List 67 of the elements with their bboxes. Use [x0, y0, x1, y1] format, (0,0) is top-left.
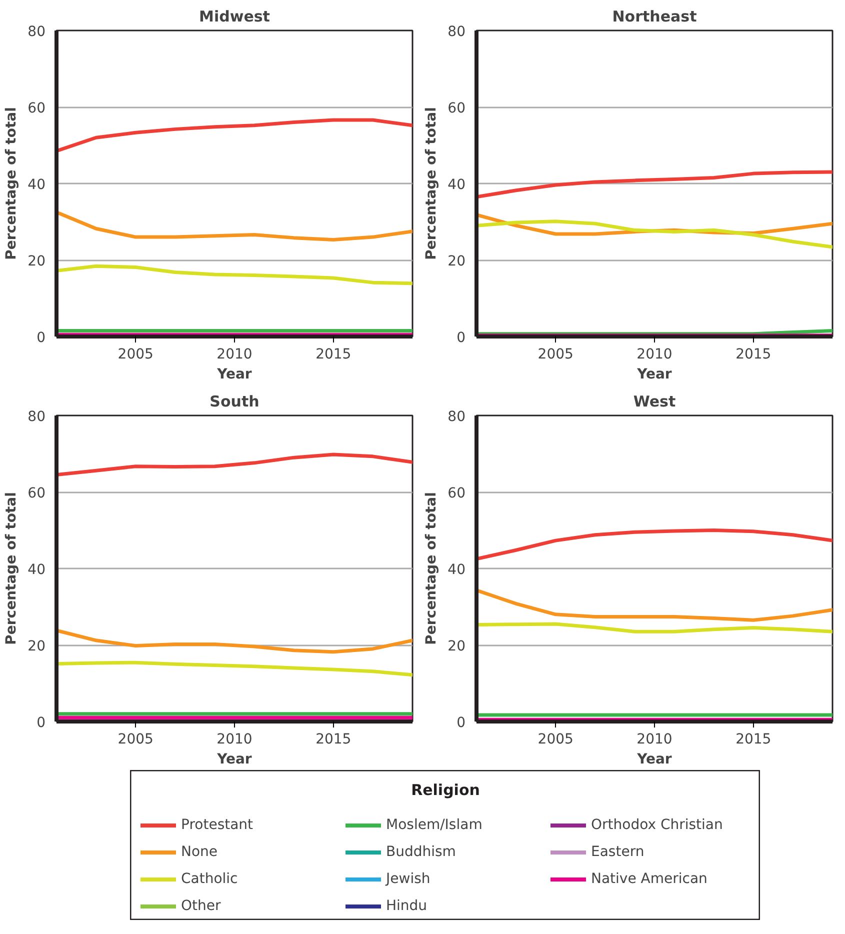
- y-tick-label: 60: [448, 486, 466, 502]
- line-series: [56, 210, 412, 242]
- y-tick-label: 80: [448, 24, 466, 40]
- y-tick-label: 40: [28, 177, 46, 193]
- line-series: [476, 220, 832, 249]
- x-tick-label: 2010: [216, 732, 252, 748]
- legend-label: Other: [181, 897, 221, 916]
- y-tick-label: 20: [448, 254, 466, 270]
- x-tick-label: 2010: [636, 346, 672, 362]
- legend-label: Protestant: [181, 816, 254, 835]
- y-axis-title: Percentage of total: [4, 492, 20, 645]
- legend-label: Orthodox Christian: [591, 816, 723, 835]
- y-axis-title: Percentage of total: [424, 492, 440, 645]
- x-axis-title: Year: [216, 752, 252, 768]
- x-axis-title: Year: [636, 752, 672, 768]
- y-tick-label: 80: [448, 409, 466, 425]
- legend-label: Native American: [591, 870, 708, 889]
- legend-label: Moslem/Islam: [386, 816, 482, 835]
- line-series: [56, 628, 412, 654]
- y-tick-label: 0: [36, 330, 46, 346]
- y-tick-label: 80: [28, 409, 46, 425]
- chart-title: Midwest: [199, 8, 270, 26]
- y-tick-label: 0: [456, 330, 466, 346]
- x-tick-label: 2015: [316, 732, 352, 748]
- line-series: [56, 452, 412, 477]
- x-tick-label: 2010: [216, 346, 252, 362]
- y-tick-label: 60: [448, 100, 466, 116]
- chart-title: South: [210, 392, 260, 410]
- y-tick-label: 60: [28, 486, 46, 502]
- y-tick-label: 40: [448, 562, 466, 578]
- x-tick-label: 2015: [736, 346, 772, 362]
- legend-title: Religion: [411, 781, 480, 799]
- line-series: [476, 170, 832, 199]
- legend-label: Eastern: [591, 843, 644, 862]
- y-tick-label: 60: [28, 100, 46, 116]
- y-axis-title: Percentage of total: [424, 107, 440, 260]
- line-series: [476, 528, 832, 561]
- y-tick-label: 80: [28, 24, 46, 40]
- legend-label: Catholic: [181, 870, 238, 889]
- x-tick-label: 2005: [538, 346, 574, 362]
- y-tick-label: 40: [28, 562, 46, 578]
- chart-title: Northeast: [612, 8, 697, 26]
- y-tick-label: 20: [28, 638, 46, 654]
- legend-label: Jewish: [386, 870, 430, 889]
- y-axis-title: Percentage of total: [4, 107, 20, 260]
- x-axis-title: Year: [636, 366, 672, 382]
- legend-label: Hindu: [386, 897, 428, 916]
- x-tick-label: 2005: [118, 732, 154, 748]
- x-tick-label: 2005: [118, 346, 154, 362]
- chart-title: West: [633, 392, 676, 410]
- line-series: [476, 588, 832, 622]
- x-tick-label: 2015: [736, 732, 772, 748]
- line-series: [476, 622, 832, 634]
- line-series: [56, 118, 412, 153]
- x-tick-label: 2010: [636, 732, 672, 748]
- legend-label: None: [181, 843, 218, 862]
- y-tick-label: 20: [448, 638, 466, 654]
- line-series: [56, 660, 412, 677]
- legend-label: Buddhism: [386, 843, 456, 862]
- x-axis-title: Year: [216, 366, 252, 382]
- line-series: [56, 264, 412, 286]
- x-tick-label: 2005: [538, 732, 574, 748]
- y-tick-label: 0: [456, 715, 466, 731]
- y-tick-label: 20: [28, 254, 46, 270]
- x-tick-label: 2015: [316, 346, 352, 362]
- y-tick-label: 40: [448, 177, 466, 193]
- y-tick-label: 0: [36, 715, 46, 731]
